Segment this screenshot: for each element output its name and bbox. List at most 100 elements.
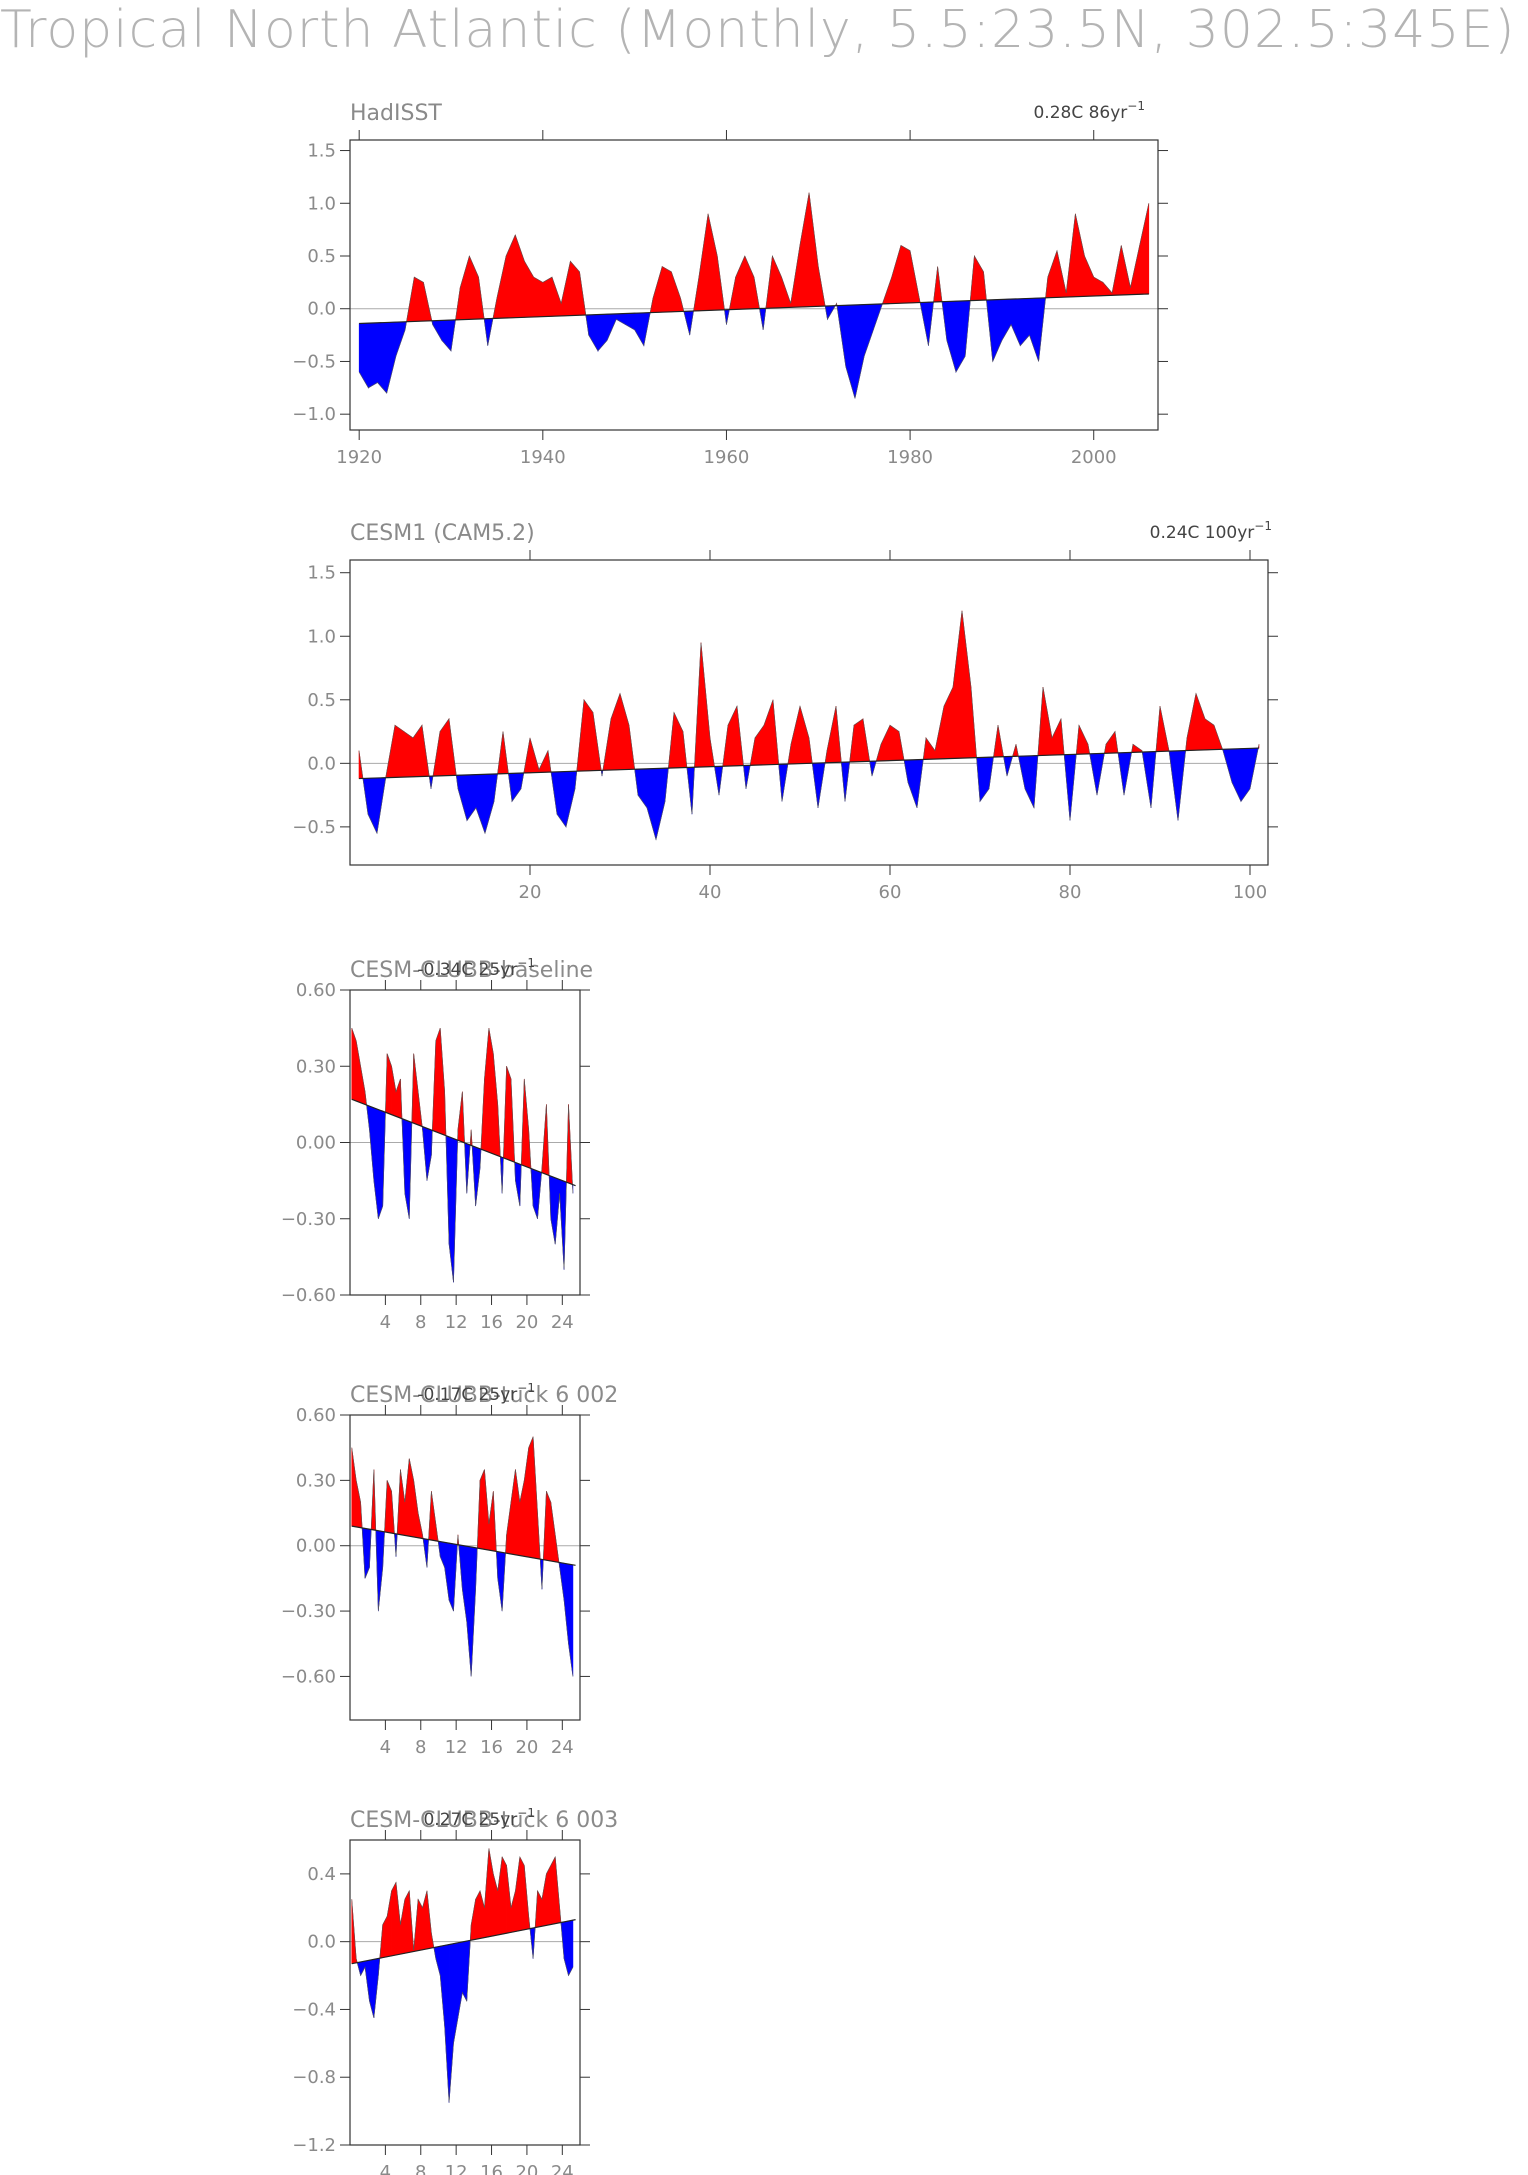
positive-anomaly — [484, 1469, 490, 1551]
x-tick-label: 12 — [445, 2162, 468, 2175]
series-line — [351, 1436, 574, 1677]
trend-line — [351, 1919, 576, 1965]
negative-anomaly — [369, 1105, 375, 1181]
negative-anomaly — [634, 312, 645, 347]
trend-exponent: −1 — [517, 956, 535, 970]
negative-anomaly — [439, 1541, 445, 1568]
positive-anomaly — [431, 1491, 437, 1542]
anomaly-area — [358, 610, 1260, 840]
positive-anomaly — [1186, 693, 1197, 751]
positive-anomaly — [974, 254, 984, 301]
positive-anomaly — [943, 686, 954, 760]
trend-line — [351, 1098, 576, 1187]
page-title: Tropical North Atlantic (Monthly, 5.5:23… — [0, 0, 1516, 60]
x-tick-label: 4 — [380, 1737, 391, 1758]
positive-anomaly — [610, 693, 621, 771]
x-tick-label: 2000 — [1071, 447, 1117, 468]
negative-anomaly — [368, 322, 378, 389]
positive-anomaly — [652, 266, 663, 313]
x-tick-label: 24 — [551, 1312, 574, 1333]
positive-anomaly — [501, 1856, 507, 1935]
negative-anomaly — [448, 1542, 454, 1612]
positive-anomaly — [1047, 250, 1058, 299]
y-tick-label: 1.0 — [307, 626, 336, 647]
positive-anomaly — [546, 1491, 552, 1562]
negative-anomaly — [955, 300, 966, 374]
negative-anomaly — [378, 1109, 384, 1219]
negative-anomaly — [615, 313, 626, 326]
negative-anomaly — [563, 1562, 569, 1644]
negative-anomaly — [364, 1528, 370, 1579]
positive-anomaly — [698, 213, 709, 312]
x-tick-label: 1960 — [704, 447, 750, 468]
y-tick-label: 0.60 — [296, 980, 336, 1001]
chart-panel-clubb-tuck-6-002: CESM-CLUBB-tuck 6 002-0.17C 25yr−1 −0.60 −… — [281, 1381, 618, 1758]
x-tick-label: 8 — [415, 2162, 426, 2175]
negative-anomaly — [511, 772, 522, 803]
panel-title: CESM-CLUBB-tuck 6 002 — [350, 1383, 618, 1408]
positive-anomaly — [551, 276, 562, 317]
positive-anomaly — [1139, 203, 1150, 295]
negative-anomaly — [378, 1530, 384, 1612]
negative-anomaly — [462, 1545, 468, 1623]
positive-anomaly — [799, 192, 810, 308]
negative-anomaly — [441, 319, 452, 352]
y-tick-label: 0.0 — [307, 299, 336, 320]
positive-anomaly — [790, 706, 801, 765]
plot-frame — [349, 139, 1159, 431]
x-tick-label: 12 — [445, 1312, 468, 1333]
positive-anomaly — [479, 1469, 485, 1550]
positive-anomaly — [479, 1890, 485, 1939]
positive-anomaly — [671, 271, 681, 313]
chart-panel-cesm1: CESM1 (CAM5.2) 0.24C 100yr−1 −0.5 0.0 0.5 1.0… — [292, 519, 1278, 903]
series-line — [351, 1848, 574, 2103]
positive-anomaly — [413, 276, 424, 322]
positive-anomaly — [386, 1480, 392, 1534]
negative-anomaly — [470, 1546, 476, 1677]
negative-anomaly — [907, 759, 918, 808]
positive-anomaly — [1084, 255, 1095, 297]
negative-anomaly — [426, 1127, 432, 1181]
positive-anomaly — [355, 1040, 361, 1104]
positive-anomaly — [1195, 693, 1206, 751]
negative-anomaly — [475, 1146, 481, 1207]
positive-anomaly — [673, 712, 684, 769]
series-line — [358, 610, 1260, 841]
negative-anomaly — [466, 1545, 472, 1677]
negative-anomaly — [550, 1175, 556, 1245]
positive-anomaly — [493, 1053, 499, 1157]
x-tick-label: 100 — [1233, 882, 1267, 903]
positive-anomaly — [413, 1053, 419, 1126]
positive-anomaly — [488, 1028, 494, 1155]
negative-anomaly — [386, 321, 397, 394]
positive-anomaly — [412, 724, 423, 778]
negative-anomaly — [646, 768, 657, 840]
positive-anomaly — [560, 261, 571, 317]
positive-anomaly — [506, 1066, 512, 1162]
positive-anomaly — [533, 276, 544, 318]
positive-anomaly — [505, 234, 516, 319]
negative-anomaly — [377, 322, 388, 394]
negative-anomaly — [1231, 748, 1242, 802]
positive-anomaly — [735, 255, 746, 310]
positive-anomaly — [1078, 725, 1089, 755]
anomaly-area — [351, 1848, 574, 2103]
negative-anomaly — [845, 304, 856, 399]
panel-title: HadISST — [350, 101, 442, 126]
anomaly-area — [351, 1436, 574, 1677]
positive-anomaly — [394, 724, 405, 778]
chart-panel-clubb-baseline: CESM-CLUBB-baseline-0.34C 25yr−1 −0.60 −0.… — [281, 956, 593, 1333]
negative-anomaly — [946, 300, 957, 373]
positive-anomaly — [707, 213, 718, 311]
negative-anomaly — [1024, 755, 1035, 808]
positive-anomaly — [700, 642, 711, 768]
negative-anomaly — [448, 1943, 454, 2103]
positive-anomaly — [661, 266, 672, 313]
negative-anomaly — [655, 767, 666, 840]
positive-anomaly — [360, 1066, 366, 1105]
positive-anomaly — [391, 1066, 397, 1117]
y-tick-label: −0.8 — [292, 2067, 336, 2088]
y-tick-label: −1.2 — [292, 2135, 336, 2156]
negative-anomaly — [1029, 297, 1039, 362]
negative-anomaly — [854, 304, 865, 399]
